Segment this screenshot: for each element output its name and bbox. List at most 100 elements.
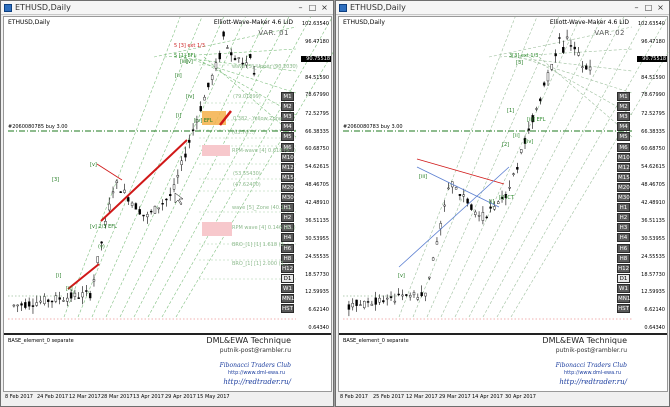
timeframe-h4-button[interactable]: H4: [281, 233, 294, 243]
chart-area[interactable]: ETHUSD,Daily Elliott-Wave-Maker 4.6 LID VA…: [3, 16, 333, 392]
close-button[interactable]: ×: [321, 3, 328, 12]
url-label[interactable]: http://redtrader.ru/: [223, 378, 291, 386]
order-label: #2060080783 buy 3.00: [343, 124, 403, 130]
level-label: wave [5]_Upper (90.2030): [232, 64, 298, 70]
timeframe-h4-button[interactable]: H4: [617, 233, 630, 243]
timeframe-w1-button[interactable]: W1: [617, 283, 630, 293]
timeframe-h1-button[interactable]: H1: [281, 203, 294, 213]
timeframe-m3-button[interactable]: M3: [281, 112, 294, 122]
min-button[interactable]: –: [634, 3, 639, 12]
fan-line: [538, 56, 633, 138]
candle-body: [108, 203, 111, 211]
timeframe-m6-button[interactable]: M6: [281, 142, 294, 152]
price-scale[interactable]: 102.63540 96.47180 90.75518 84.51590 78.6799…: [632, 17, 667, 333]
timeframe-m4-button[interactable]: M4: [617, 122, 630, 132]
url-label[interactable]: http://www.dml-ewa.ru: [564, 370, 621, 376]
candle-body: [85, 290, 88, 292]
timeframe-h12-button[interactable]: H12: [617, 263, 630, 273]
timeframe-h2-button[interactable]: H2: [281, 213, 294, 223]
max-button[interactable]: □: [308, 3, 317, 12]
timeframe-m10-button[interactable]: M10: [281, 152, 294, 162]
max-button[interactable]: □: [644, 3, 653, 12]
timeframe-m2-button[interactable]: M2: [617, 102, 630, 112]
timeframe-m20-button[interactable]: M20: [617, 182, 630, 192]
candle-body: [222, 31, 225, 37]
fan-line: [426, 17, 559, 318]
timeframe-m30-button[interactable]: M30: [617, 193, 630, 202]
timeframe-m1-button[interactable]: M1: [281, 92, 294, 101]
price-scale[interactable]: 102.63540 96.47180 90.75518 84.51590 78.6799…: [296, 17, 331, 333]
fan-line: [482, 17, 646, 318]
candle-body: [458, 193, 462, 196]
indicator-label: Elliott-Wave-Maker 4.6 LID: [213, 19, 293, 26]
timeframe-h12-button[interactable]: H12: [281, 263, 294, 273]
candle-body: [92, 279, 96, 282]
candles: [347, 29, 592, 317]
candle-body: [351, 303, 354, 308]
price-tick: 12.59935: [641, 289, 665, 296]
email-label: putnik-post@rambler.ru: [219, 347, 291, 354]
time-scale[interactable]: 8 Feb 2017 25 Feb 2017 12 Mar 2017 29 Mar 2…: [336, 392, 669, 404]
timeframe-h8-button[interactable]: H8: [281, 253, 294, 263]
timeframe-m15-button[interactable]: M15: [281, 172, 294, 182]
timeframe-d1-button[interactable]: D1: [281, 273, 294, 283]
candle-body: [100, 241, 103, 244]
timeframe-m30-button[interactable]: M30: [281, 193, 294, 202]
candle-body: [366, 301, 370, 303]
timeframe-h8-button[interactable]: H8: [617, 253, 630, 263]
timeframe-m15-button[interactable]: M15: [617, 172, 630, 182]
timeframe-m12-button[interactable]: M12: [281, 162, 294, 172]
price-tick: 96.47180: [305, 39, 329, 46]
price-tick: 54.62615: [641, 164, 665, 171]
timeframe-h3-button[interactable]: H3: [281, 223, 294, 233]
timeframe-h3-button[interactable]: H3: [617, 223, 630, 233]
timeframe-hst-button[interactable]: HST: [617, 304, 630, 314]
candle-body: [382, 300, 385, 303]
date-tick: 13 Apr 2017: [133, 394, 164, 400]
chart-area[interactable]: ETHUSD,Daily Elliott-Wave-Maker 4.6 LID VA…: [338, 16, 669, 392]
candle-body: [66, 297, 69, 302]
timeframe-m4-button[interactable]: M4: [281, 122, 294, 132]
timeframe-h6-button[interactable]: H6: [281, 243, 294, 253]
subwindow-separator: [339, 333, 667, 335]
timeframe-m1-button[interactable]: M1: [617, 92, 630, 101]
candle-body: [363, 300, 366, 308]
wave-label: [iv] EFL: [194, 118, 213, 124]
candle-body: [378, 297, 381, 303]
candle-body: [73, 292, 77, 297]
url-label[interactable]: http://www.dml-ewa.ru: [228, 370, 285, 376]
timeframe-h6-button[interactable]: H6: [617, 243, 630, 253]
timeframe-w1-button[interactable]: W1: [281, 283, 294, 293]
candle-body: [554, 53, 557, 57]
timeframe-m5-button[interactable]: M5: [617, 132, 630, 142]
min-button[interactable]: –: [298, 3, 303, 12]
timeframe-m12-button[interactable]: M12: [617, 162, 630, 172]
blue-channel: [416, 166, 500, 208]
timeframe-d1-button[interactable]: D1: [617, 273, 630, 283]
timeframe-h2-button[interactable]: H2: [617, 213, 630, 223]
candle-body: [420, 292, 423, 297]
price-tick: 30.53955: [305, 235, 329, 242]
candle-body: [466, 198, 469, 204]
timeframe-m5-button[interactable]: M5: [281, 132, 294, 142]
fan-line: [133, 17, 290, 318]
timeframe-hst-button[interactable]: HST: [281, 304, 294, 314]
timeframe-m2-button[interactable]: M2: [281, 102, 294, 112]
timeframe-mn1-button[interactable]: MN1: [281, 294, 295, 303]
candle-body: [405, 294, 408, 296]
price-tick: 24.55535: [305, 253, 329, 260]
timeframe-m6-button[interactable]: M6: [617, 142, 630, 152]
close-button[interactable]: ×: [657, 3, 664, 12]
candle-body: [27, 301, 31, 307]
url-label[interactable]: http://redtrader.ru/: [559, 378, 627, 386]
candle-body: [389, 296, 393, 299]
time-scale[interactable]: 8 Feb 2017 24 Feb 2017 12 Mar 2017 28 Mar 2…: [1, 392, 333, 404]
timeframe-m10-button[interactable]: M10: [617, 152, 630, 162]
candle-body: [542, 82, 546, 86]
timeframe-mn1-button[interactable]: MN1: [617, 294, 631, 303]
order-label: #2060080785 buy 3.00: [8, 124, 68, 130]
candle-body: [512, 173, 515, 175]
timeframe-h1-button[interactable]: H1: [617, 203, 630, 213]
timeframe-m20-button[interactable]: M20: [281, 182, 294, 192]
timeframe-m3-button[interactable]: M3: [617, 112, 630, 122]
